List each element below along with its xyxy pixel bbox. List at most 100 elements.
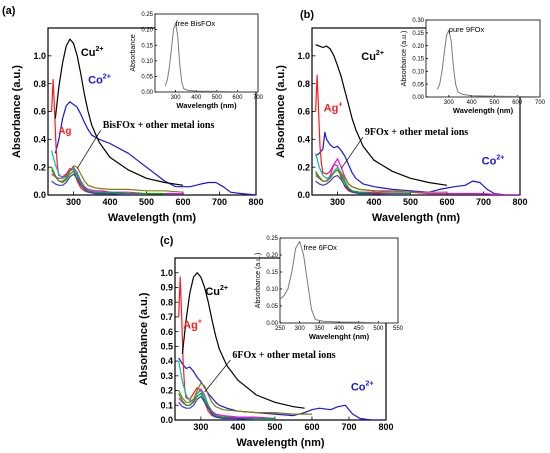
x-axis-label: Wavelength (nm) <box>372 212 461 224</box>
annotation-superscript: + <box>198 319 202 326</box>
annotation-0: Cu2+ <box>361 50 384 63</box>
x-tick-label: 700 <box>212 197 227 207</box>
y-tick-label: 0.20 <box>412 44 424 50</box>
x-tick-label: 800 <box>512 197 527 207</box>
y-tick-label: 0.05 <box>266 304 278 310</box>
y-tick-label: 0.4 <box>160 356 173 366</box>
inset-plot-0: 300 400 500 600 700 0.00 0.05 0.10 0.15 0.20 0.25 W… <box>130 12 264 110</box>
y-tick-label: 0.25 <box>266 236 278 242</box>
y-tick-label: 0.05 <box>141 75 153 81</box>
x-tick-label: 400 <box>230 422 245 432</box>
annotation-leader-line <box>76 130 102 169</box>
x-tick-label: 500 <box>267 422 282 432</box>
y-tick-label: 0.5 <box>160 342 173 352</box>
panel-label: (a) <box>2 5 16 17</box>
annotation-2: 6FOx + other metal ions <box>232 350 335 361</box>
x-tick-label: 300 <box>330 197 345 207</box>
x-tick-label: 300 <box>295 326 306 332</box>
inset-x-axis-label: Wavelength (nm) <box>176 101 237 110</box>
x-axis-label: Wavelength (nm) <box>108 212 197 224</box>
inset-plot-frame <box>425 19 541 98</box>
x-tick-label: 400 <box>367 197 382 207</box>
y-tick-label: 1.0 <box>160 268 173 278</box>
annotation-2: Ag <box>58 126 71 137</box>
annotation-superscript: 2+ <box>220 285 228 292</box>
y-tick-label: 0.25 <box>141 12 153 18</box>
annotation-text: 6FOx + other metal ions <box>232 350 335 361</box>
y-tick-label: 0.2 <box>33 162 46 172</box>
y-tick-label: 0.0 <box>297 190 310 200</box>
y-tick-label: 0.10 <box>141 59 153 65</box>
x-tick-label: 400 <box>103 197 118 207</box>
x-tick-label: 400 <box>334 326 345 332</box>
x-tick-label: 400 <box>467 100 478 106</box>
series-line-cd2 <box>178 382 312 415</box>
inset-series-group <box>280 240 398 323</box>
x-tick-label: 500 <box>139 197 154 207</box>
main-plot-2: 300 400 500 600 700 800 0.0 0.1 0.2 0.3 0.4 0.5 0.6 0… <box>138 257 394 449</box>
series-line-cd2 <box>51 165 184 193</box>
y-tick-label: 0.2 <box>297 162 310 172</box>
inset-plot-2: 250 300 350 400 450 500 550 0.00 0.05 0.10 0.15 0.2… <box>255 236 404 341</box>
series-line-pure9fox <box>436 29 540 97</box>
main-plot-1: 300 400 500 600 700 800 0.0 0.2 0.4 0.6 0.8 1.0 Wave… <box>275 27 528 224</box>
y-tick-label: 0.3 <box>160 371 173 381</box>
main-series-group <box>51 38 256 195</box>
x-tick-label: 700 <box>476 197 491 207</box>
series-line-cu2 <box>181 272 305 409</box>
y-tick-label: 0.6 <box>160 327 173 337</box>
x-tick-label: 500 <box>403 197 418 207</box>
annotation-text: Cu <box>205 286 220 298</box>
y-tick-label: 0.15 <box>412 57 424 63</box>
series-line-ni2 <box>51 166 165 195</box>
annotation-superscript: 2+ <box>96 46 104 53</box>
inset-series-group <box>436 29 540 97</box>
inset-title: pure 9FOx <box>449 25 485 34</box>
series-line-cd2 <box>315 169 447 193</box>
x-tick-label: 500 <box>212 95 223 101</box>
series-line-ligand <box>315 174 411 195</box>
inset-plot-frame <box>279 237 399 324</box>
y-axis-label: Absorbance (a.u.) <box>275 65 287 158</box>
panel-label: (b) <box>300 9 314 21</box>
x-tick-label: 700 <box>253 95 264 101</box>
panel-label: (c) <box>160 235 174 247</box>
x-axis-label: Wavelength (nm) <box>236 437 325 449</box>
x-tick-label: 600 <box>512 100 523 106</box>
y-tick-label: 0.0 <box>160 415 173 425</box>
inset-plot-frame <box>154 13 259 93</box>
y-tick-label: 0.25 <box>412 31 424 37</box>
annotation-text: Co <box>88 75 103 87</box>
series-line-ligand <box>178 395 275 420</box>
x-tick-label: 250 <box>275 326 286 332</box>
inset-x-axis-label: Wavelenght (nm) <box>309 332 370 341</box>
y-tick-label: 0.7 <box>160 312 173 322</box>
y-tick-label: 1.0 <box>297 51 310 61</box>
y-tick-label: 0.4 <box>33 134 46 144</box>
series-line-ligand <box>51 173 147 195</box>
y-tick-label: 0.20 <box>141 28 153 34</box>
x-tick-label: 600 <box>232 95 243 101</box>
y-tick-label: 0.00 <box>266 321 278 327</box>
x-tick-label: 500 <box>489 100 500 106</box>
annotation-text: Ag <box>58 126 71 137</box>
annotation-text: Co <box>351 382 366 394</box>
x-tick-label: 800 <box>378 422 393 432</box>
inset-x-axis-label: Wavelength (nm) <box>453 106 514 115</box>
x-tick-label: 350 <box>314 326 325 332</box>
main-series-group <box>178 272 386 420</box>
series-line-cu2 <box>315 44 448 186</box>
annotation-text: Ag <box>183 320 198 332</box>
series-line-freebisfox <box>164 22 258 92</box>
annotation-3: Co2+ <box>482 154 505 167</box>
annotation-superscript: 2+ <box>496 154 504 161</box>
annotation-text: 9FOx + other metal ions <box>365 127 468 138</box>
inset-title: free 6FOx <box>304 243 338 252</box>
y-tick-label: 0.6 <box>33 107 46 117</box>
annotation-text: Cu <box>81 47 96 59</box>
x-tick-label: 600 <box>176 197 191 207</box>
x-tick-label: 800 <box>248 197 263 207</box>
annotation-3: Co2+ <box>351 381 374 394</box>
annotation-1: Co2+ <box>88 74 111 87</box>
